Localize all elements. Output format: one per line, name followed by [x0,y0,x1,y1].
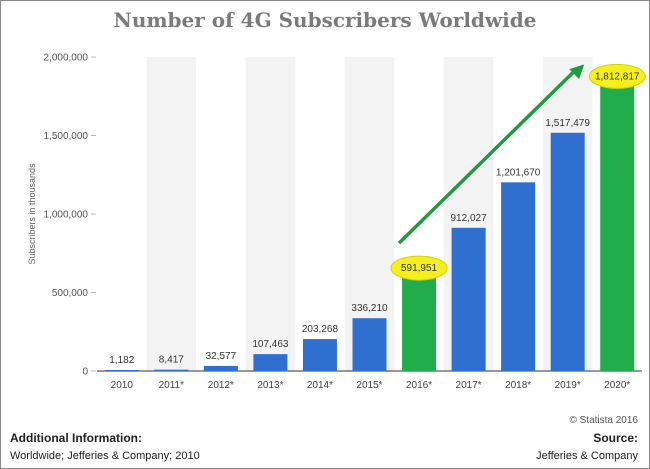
data-label: 32,577 [206,351,237,362]
data-label: 591,951 [401,263,438,274]
trend-arrow-line [397,69,577,245]
y-axis-title: Subscribers in thousands [27,163,37,265]
y-tick-label: 1,000,000 [44,210,89,221]
x-tick-label: 2015* [356,380,382,391]
background-band [245,57,296,371]
source-title: Source: [593,431,638,445]
data-label: 1,201,670 [496,167,541,178]
bar [600,86,635,372]
data-label: 912,027 [451,213,488,224]
chart-title: Number of 4G Subscribers Worldwide [113,8,537,32]
bar [352,318,387,371]
x-tick-label: 2016* [406,380,432,391]
bar [104,370,139,371]
y-tick-label: 2,000,000 [44,53,89,64]
x-tick-label: 2012* [208,380,234,391]
data-label: 1,812,817 [595,71,640,82]
x-tick-label: 2014* [307,380,333,391]
y-tick-label: 500,000 [52,288,89,299]
bar [501,182,536,371]
y-tick-label: 0 [82,367,88,378]
bar [253,354,288,371]
additional-info-title: Additional Information: [10,431,142,445]
highlight-oval [390,255,448,281]
bar [550,132,585,371]
x-tick-label: 2020* [604,380,630,391]
additional-info-text: Worldwide; Jefferies & Company; 2010 [10,450,200,462]
x-tick-label: 2019* [555,380,581,391]
x-tick-label: 2017* [456,380,482,391]
credit-text: © Statista 2016 [569,415,638,426]
highlight-oval [588,63,646,89]
data-label: 203,268 [302,324,339,335]
bar [402,278,437,371]
y-tick-label: 1,500,000 [44,131,89,142]
data-label: 107,463 [252,339,289,350]
data-label: 1,517,479 [545,118,590,129]
source-text: Jefferies & Company [536,450,638,462]
bar [451,227,486,371]
x-tick-label: 2013* [257,380,283,391]
x-tick-label: 2018* [505,380,531,391]
background-band [146,57,197,371]
x-tick-label: 2010 [111,380,134,391]
bar-chart: 0 500,000 1,000,000 1,500,000 2,000,000 Subsc… [27,53,646,391]
bar [203,365,238,371]
data-label: 8,417 [159,355,184,366]
data-label: 1,182 [109,355,134,366]
bar [302,339,337,371]
bar [154,369,189,371]
trend-arrow-head [569,64,585,80]
x-tick-label: 2011* [159,380,185,391]
data-label: 336,210 [351,303,388,314]
